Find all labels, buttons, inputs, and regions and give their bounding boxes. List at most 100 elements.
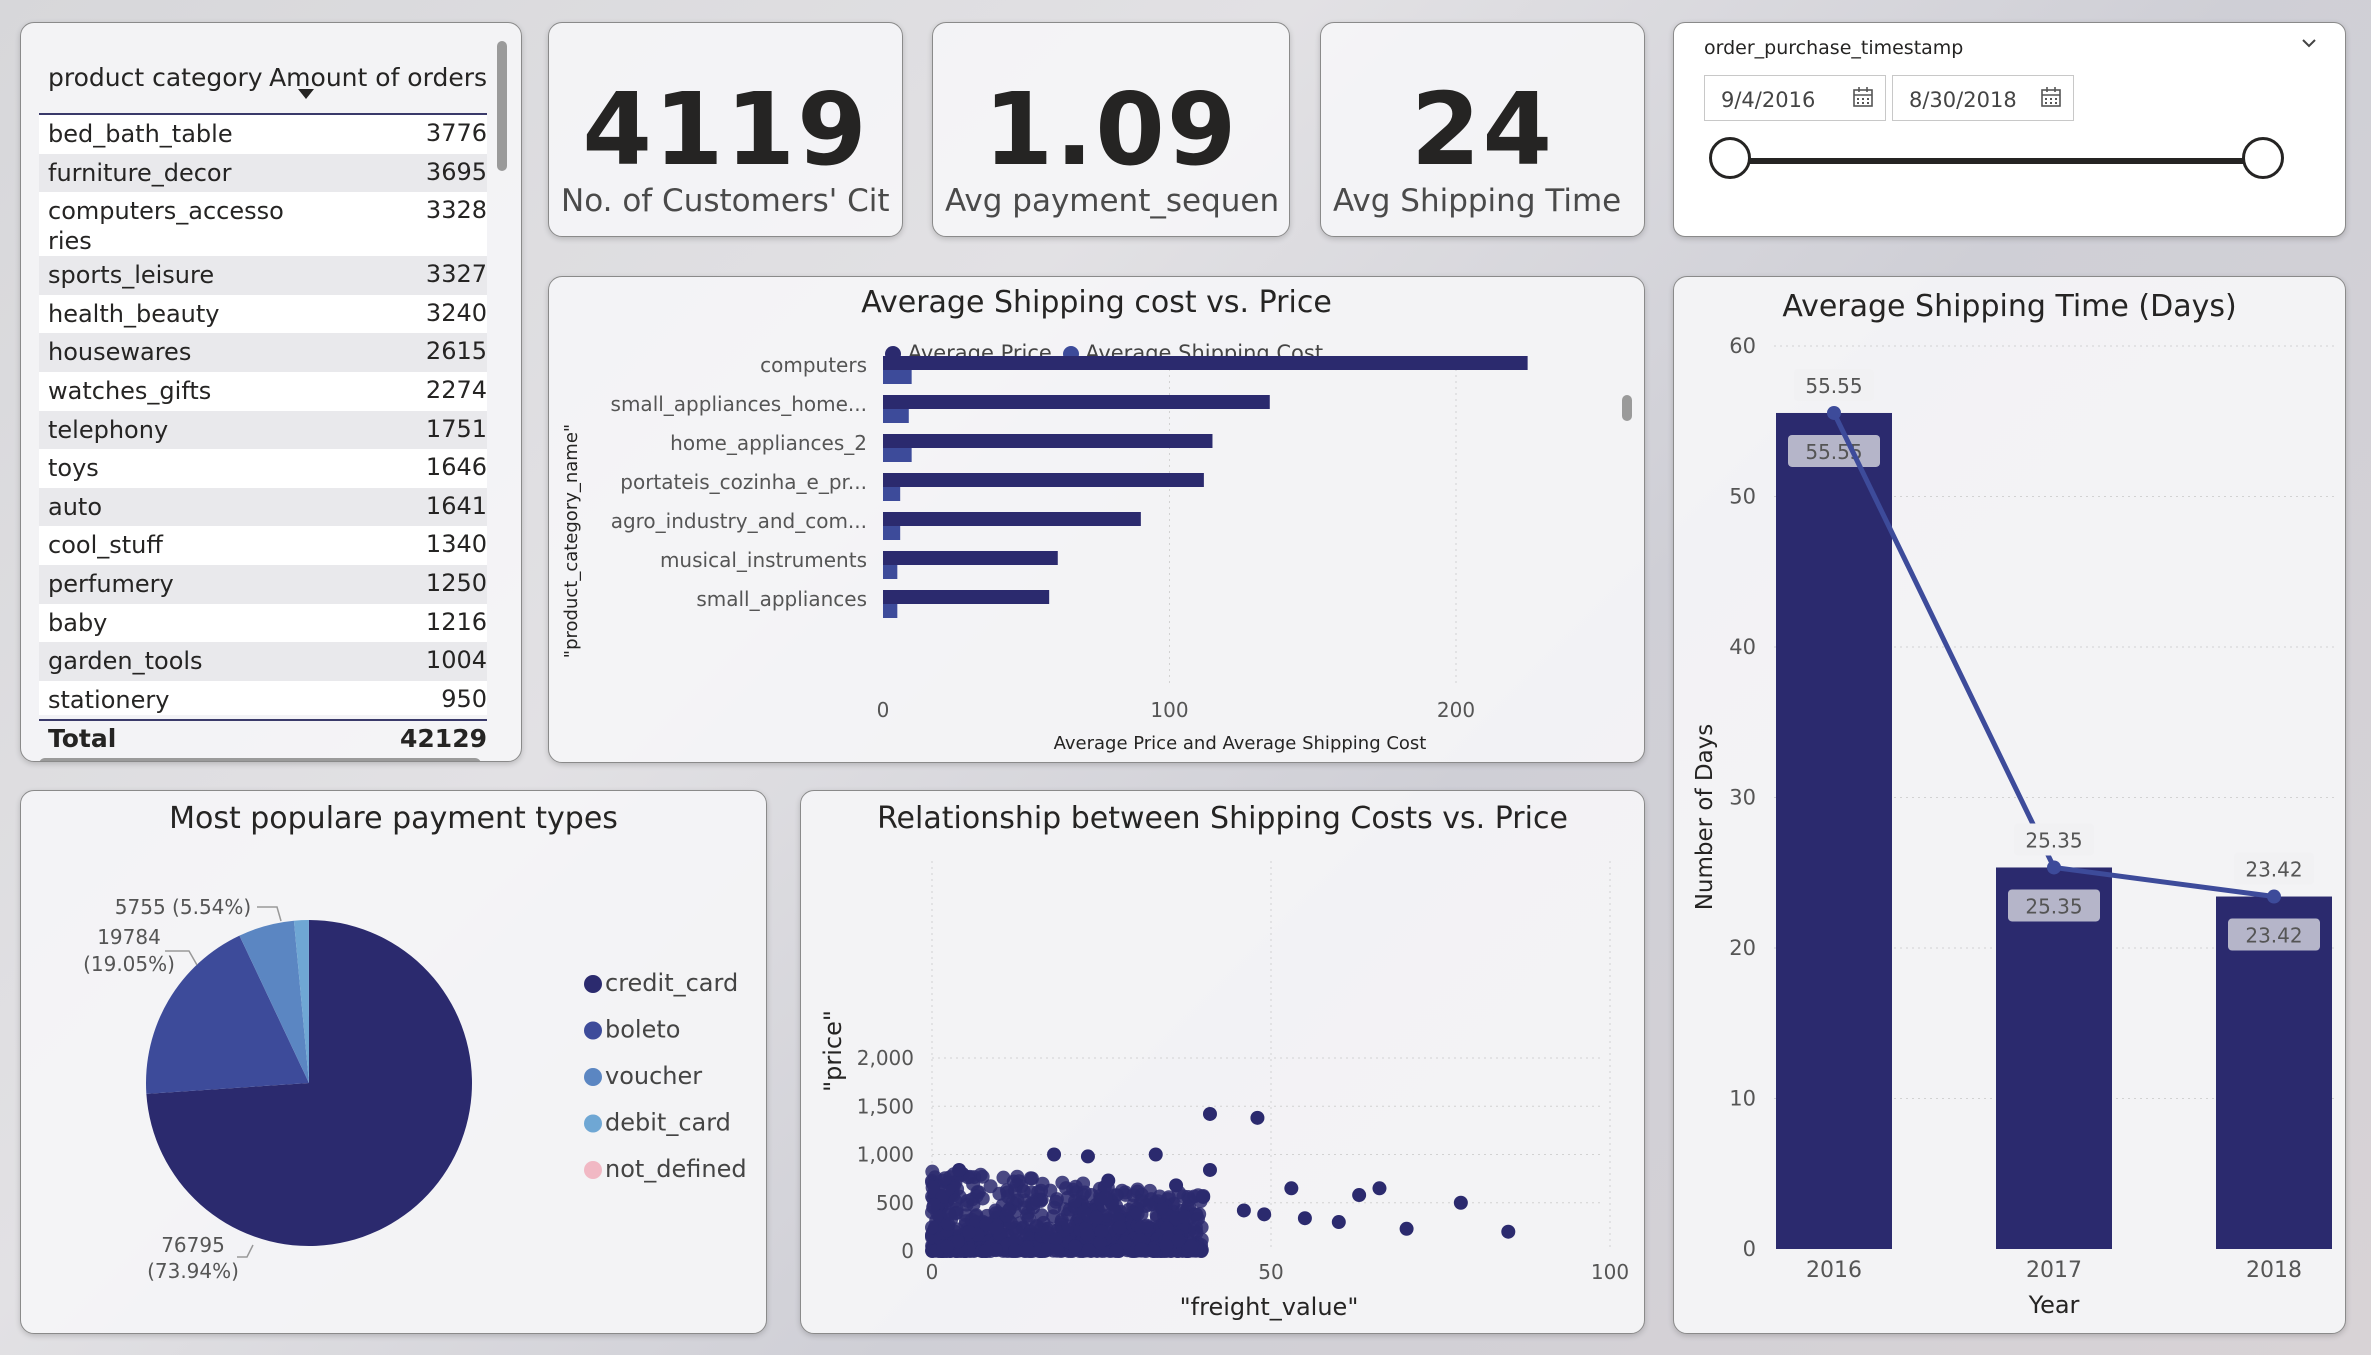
table-row[interactable]: bed_bath_table 3776 bbox=[39, 115, 487, 154]
table-row[interactable]: stationery 950 bbox=[39, 680, 487, 715]
scatter-point bbox=[1050, 1243, 1065, 1258]
scatter-point bbox=[1331, 1215, 1346, 1230]
scatter-point bbox=[1236, 1203, 1251, 1218]
payment-types-card: Most populare payment types 76795 (73.94%… bbox=[20, 790, 767, 1334]
scatter-point bbox=[948, 1193, 963, 1208]
shipping-cost-bar bbox=[883, 526, 901, 540]
scatter-point bbox=[1029, 1218, 1044, 1233]
pie-slice bbox=[146, 920, 472, 1246]
kpi-label: Avg Shipping Time (... bbox=[1333, 183, 1632, 219]
scatter-point bbox=[1284, 1181, 1299, 1196]
chart-scrollbar[interactable] bbox=[1622, 395, 1632, 421]
legend-label: credit_card bbox=[605, 969, 738, 997]
start-date-value: 9/4/2016 bbox=[1721, 88, 1816, 112]
price-bar bbox=[883, 356, 1528, 370]
x-axis-title: Average Price and Average Shipping Cost bbox=[1054, 733, 1427, 754]
category-cell: toys bbox=[48, 454, 99, 483]
horizontal-scrollbar[interactable] bbox=[39, 758, 481, 761]
scatter-point bbox=[1453, 1195, 1468, 1210]
table-row[interactable]: cool_stuff 1340 bbox=[39, 526, 487, 565]
shipping-price-scatter-card: Relationship between Shipping Costs vs. … bbox=[800, 790, 1645, 1334]
orders-cell: 3327 bbox=[425, 260, 487, 289]
scatter-point bbox=[941, 1216, 956, 1231]
column-header-orders[interactable]: Amount of orders bbox=[269, 63, 487, 92]
y-axis-title: Number of Days bbox=[1692, 724, 1718, 911]
kpi-label: Avg payment_sequential bbox=[945, 183, 1277, 219]
scatter-point bbox=[1093, 1235, 1108, 1250]
category-label: computers bbox=[760, 353, 867, 377]
x-tick-label: 100 bbox=[1150, 698, 1188, 722]
scatter-point bbox=[1018, 1200, 1033, 1215]
vertical-scrollbar[interactable] bbox=[497, 41, 507, 171]
scatter-point bbox=[1134, 1242, 1149, 1257]
shipping-cost-bar bbox=[883, 448, 912, 462]
chart-title: Most populare payment types bbox=[169, 801, 618, 836]
y-tick-label: 0 bbox=[1743, 1237, 1756, 1261]
scatter-point bbox=[1034, 1208, 1049, 1223]
total-value: 42129 bbox=[400, 724, 487, 753]
table-row[interactable]: health_beauty 3240 bbox=[39, 294, 487, 334]
category-cell: sports_leisure bbox=[48, 261, 215, 290]
kpi-card-cities: 4119 No. of Customers' Cities bbox=[548, 22, 903, 237]
kpi-value: 24 bbox=[1410, 71, 1555, 188]
scatter-point bbox=[1061, 1219, 1076, 1234]
slider-end-handle[interactable] bbox=[2242, 137, 2284, 179]
y-tick-label: 50 bbox=[1729, 485, 1756, 509]
scatter-point bbox=[1148, 1147, 1163, 1162]
table-row[interactable]: computers_accesso ries 3328 bbox=[39, 192, 487, 257]
pie-leader-line bbox=[165, 950, 198, 966]
legend-label: debit_card bbox=[605, 1109, 731, 1137]
category-label: small_appliances_home... bbox=[611, 392, 867, 416]
calendar-icon[interactable] bbox=[2041, 86, 2061, 108]
inside-label-bg bbox=[2008, 889, 2100, 922]
calendar-icon[interactable] bbox=[1853, 86, 1873, 108]
category-cell: furniture_decor bbox=[48, 158, 232, 187]
pie-label-value: 76795 bbox=[161, 1233, 225, 1257]
table-row[interactable]: auto 1641 bbox=[39, 487, 487, 527]
table-row[interactable]: watches_gifts 2274 bbox=[39, 371, 487, 411]
scatter-point bbox=[1297, 1211, 1312, 1226]
scatter-point bbox=[942, 1206, 957, 1221]
table-row[interactable]: perfumery 1250 bbox=[39, 564, 487, 604]
category-cell: garden_tools bbox=[48, 647, 203, 676]
shipping-cost-bar bbox=[883, 487, 901, 501]
scatter-point bbox=[1109, 1243, 1124, 1258]
scatter-point bbox=[1250, 1110, 1265, 1125]
x-tick-label: 200 bbox=[1437, 698, 1475, 722]
table-row[interactable]: baby 1216 bbox=[39, 603, 487, 643]
chevron-down-icon[interactable] bbox=[2301, 35, 2317, 51]
year-bar bbox=[1996, 867, 2112, 1249]
legend-label: boleto bbox=[605, 1016, 680, 1044]
end-date-input[interactable]: 8/30/2018 bbox=[1892, 75, 2074, 121]
shipping-cost-bar-chart: 0 100 200 computers small_appliances_home...… bbox=[561, 353, 1528, 754]
scatter-point bbox=[1154, 1200, 1169, 1215]
table-row[interactable]: sports_leisure 3327 bbox=[39, 256, 487, 295]
payment-types-pie: 76795(73.94%) 19784 (19.05%) 5755 (5.54%) cr… bbox=[83, 895, 747, 1283]
table-row[interactable]: furniture_decor 3695 bbox=[39, 153, 487, 193]
legend-dot bbox=[584, 1021, 602, 1040]
scatter-point bbox=[962, 1225, 977, 1240]
category-cell: cool_stuff bbox=[48, 531, 163, 560]
table-row[interactable]: garden_tools 1004 bbox=[39, 642, 487, 681]
total-label: Total bbox=[48, 724, 117, 753]
table-row[interactable]: toys 1646 bbox=[39, 449, 487, 488]
scatter-point bbox=[1047, 1147, 1062, 1162]
price-bar bbox=[883, 473, 1204, 487]
pie-slice bbox=[239, 920, 309, 1083]
scatter-point bbox=[973, 1167, 988, 1182]
table-row[interactable]: housewares 2615 bbox=[39, 333, 487, 372]
start-date-input[interactable]: 9/4/2016 bbox=[1704, 75, 1886, 121]
table-row[interactable]: telephony 1751 bbox=[39, 410, 487, 450]
column-header-category[interactable]: product category bbox=[48, 63, 263, 92]
y-tick-label: 2,000 bbox=[857, 1046, 914, 1070]
orders-cell: 1250 bbox=[425, 568, 487, 597]
slider-track[interactable] bbox=[1720, 158, 2248, 164]
orders-cell: 1641 bbox=[425, 491, 487, 520]
x-axis-title: Year bbox=[2028, 1291, 2080, 1319]
orders-cell: 1751 bbox=[425, 414, 487, 443]
scatter-point bbox=[1101, 1173, 1116, 1188]
scatter-point bbox=[975, 1191, 990, 1206]
x-tick-label: 0 bbox=[877, 698, 890, 722]
y-tick-label: 1,500 bbox=[857, 1094, 914, 1118]
slider-start-handle[interactable] bbox=[1709, 137, 1751, 179]
